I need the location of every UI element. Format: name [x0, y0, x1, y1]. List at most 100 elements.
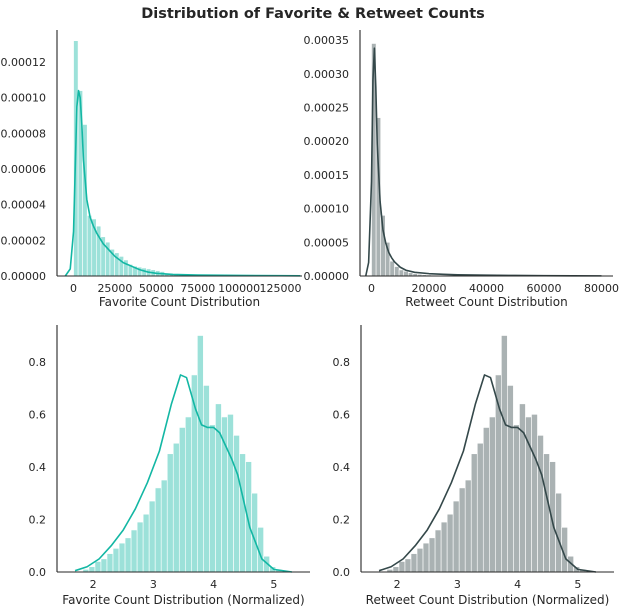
histogram-bar: [130, 529, 138, 573]
y-tick-label: 0.00000: [1, 270, 47, 283]
figure-title: Distribution of Favorite & Retweet Count…: [141, 6, 485, 22]
histogram-bar: [185, 416, 192, 573]
histogram-bar: [470, 453, 478, 573]
x-tick-label: 0: [70, 282, 77, 295]
histogram-bar: [88, 566, 96, 573]
histogram-bar: [112, 548, 120, 573]
y-tick-label: 0.0: [29, 566, 47, 579]
histogram-bar: [501, 335, 508, 573]
y-tick-label: 0.00015: [304, 169, 350, 182]
histogram-bar: [403, 270, 409, 277]
kde-line: [364, 47, 602, 277]
histogram-bar: [203, 385, 210, 573]
histogram-bar: [422, 542, 430, 573]
y-tick-label: 0.8: [29, 356, 47, 369]
x-tick-label: 60000: [527, 282, 562, 295]
histogram-bar: [543, 453, 550, 573]
histogram-bar: [537, 435, 544, 573]
y-tick-label: 0.4: [29, 461, 47, 474]
x-axis-label: Retweet Count Distribution (Normalized): [366, 593, 610, 607]
kde-line: [74, 374, 293, 573]
x-axis-label: Favorite Count Distribution: [99, 295, 260, 309]
histogram-bar: [531, 414, 538, 573]
histogram-bar: [172, 442, 180, 573]
histogram-bar: [197, 335, 204, 573]
x-tick-label: 25000: [97, 282, 132, 295]
y-tick-label: 0.00008: [1, 127, 47, 140]
histogram-bar: [410, 553, 418, 573]
histogram-bar: [227, 414, 234, 573]
x-axis-label: Favorite Count Distribution (Normalized): [62, 593, 304, 607]
y-tick-label: 0.00000: [304, 270, 350, 283]
x-tick-label: 80000: [584, 282, 619, 295]
kde-line: [378, 374, 597, 573]
histogram-bar: [233, 435, 240, 573]
x-tick-label: 2: [394, 578, 401, 591]
histogram-bar: [428, 537, 436, 573]
histogram-bar: [440, 521, 448, 573]
histogram-bar: [513, 424, 520, 573]
favorite-normalized-panel: 0.0 0.2 0.4 0.6 0.8 2 3 4 5 Favorite Count Distri…: [29, 325, 310, 607]
x-tick-label: 100000: [218, 282, 260, 295]
x-tick-label: 2: [90, 578, 97, 591]
x-tick-label: 5: [574, 578, 581, 591]
y-tick-label: 0.6: [29, 408, 47, 421]
histogram-bar: [118, 542, 126, 573]
x-tick-label: 5: [270, 578, 277, 591]
y-tick-label: 0.6: [333, 408, 351, 421]
y-tick-label: 0.2: [333, 513, 351, 526]
x-tick-label: 0: [368, 282, 375, 295]
histogram-bar: [394, 266, 400, 277]
histogram-bar: [482, 427, 490, 573]
x-tick-label: 4: [210, 578, 217, 591]
y-tick-label: 0.4: [333, 461, 351, 474]
y-tick-label: 0.00035: [304, 34, 350, 47]
histogram-bar: [458, 487, 466, 573]
histogram-bar: [398, 269, 405, 277]
histogram-bar: [239, 453, 246, 573]
histogram-bar: [245, 461, 252, 573]
y-tick-label: 0.8: [333, 356, 351, 369]
histogram-bar: [476, 442, 484, 573]
y-tick-label: 0.00030: [304, 68, 350, 81]
x-tick-label: 20000: [412, 282, 447, 295]
histogram-bar: [154, 487, 162, 573]
y-tick-label: 0.2: [29, 513, 47, 526]
histogram-bar: [398, 561, 406, 573]
histogram-bar: [106, 553, 114, 573]
histogram-bar: [148, 500, 156, 573]
x-tick-label: 3: [150, 578, 157, 591]
x-tick-label: 75000: [180, 282, 215, 295]
y-tick-label: 0.00010: [304, 203, 350, 216]
x-tick-label: 50000: [139, 282, 174, 295]
histogram-bar: [124, 537, 132, 573]
histogram-bar: [142, 513, 150, 573]
favorite-count-panel: 0.00000 0.00002 0.00004 0.00006 0.00008 0.000…: [1, 30, 302, 309]
y-tick-label: 0.00012: [1, 56, 47, 69]
y-tick-label: 0.00006: [1, 163, 47, 176]
histogram-bar: [94, 561, 102, 573]
x-tick-label: 4: [514, 578, 521, 591]
histogram-bar: [416, 548, 424, 573]
histogram-bar: [178, 427, 186, 573]
y-tick-label: 0.00010: [1, 92, 47, 105]
y-tick-label: 0.00025: [304, 102, 350, 115]
histogram-bar: [166, 453, 174, 573]
histogram-bar: [446, 513, 454, 573]
histogram-bar: [136, 521, 144, 573]
histogram-bar: [160, 479, 168, 573]
histogram-bar: [100, 558, 108, 573]
y-tick-label: 0.00002: [1, 234, 47, 247]
histogram-bar: [549, 461, 556, 573]
histogram-bar: [86, 215, 93, 277]
x-tick-label: 40000: [469, 282, 504, 295]
x-axis-label: Retweet Count Distribution: [405, 295, 567, 309]
histogram-bar: [464, 479, 472, 573]
x-tick-label: 3: [454, 578, 461, 591]
histogram-bar: [209, 424, 216, 573]
y-tick-label: 0.00004: [1, 199, 47, 212]
y-tick-label: 0.00020: [304, 135, 350, 148]
retweet-normalized-panel: 0.0 0.2 0.4 0.6 0.8 2 3 4 5 Retweet Count Distrib…: [333, 325, 614, 607]
histogram-bar: [434, 529, 442, 573]
kde-line: [64, 89, 301, 277]
